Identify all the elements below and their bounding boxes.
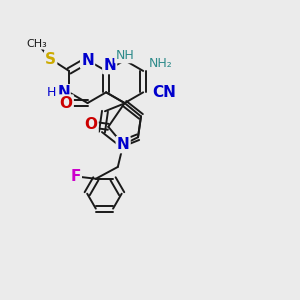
Text: N: N (57, 85, 70, 100)
Text: O: O (60, 95, 73, 110)
Text: O: O (85, 117, 98, 132)
Text: NH: NH (115, 49, 134, 62)
Text: NH₂: NH₂ (149, 57, 173, 70)
Text: CN: CN (153, 85, 176, 100)
Text: F: F (70, 169, 81, 184)
Text: N: N (81, 53, 94, 68)
Text: N: N (117, 137, 130, 152)
Text: CH₃: CH₃ (27, 39, 48, 49)
Text: H: H (47, 86, 56, 99)
Text: S: S (45, 52, 56, 67)
Text: N: N (103, 58, 116, 73)
